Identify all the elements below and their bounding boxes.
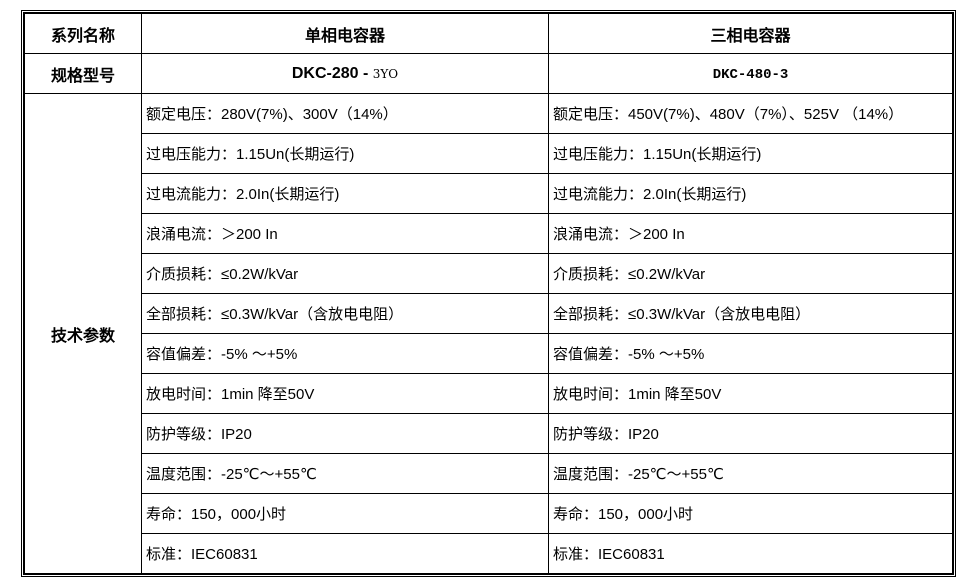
single-phase-param: 容值偏差：-5% ～+5% xyxy=(141,333,549,374)
single-phase-param: 浪涌电流：＞200 In xyxy=(141,213,549,254)
three-model-text: DKC-480-3 xyxy=(712,66,789,83)
single-phase-param: 过电压能力：1.15Un(长期运行) xyxy=(141,133,549,174)
tech-param-row: 过电流能力：2.0In(长期运行) 过电流能力：2.0In(长期运行) xyxy=(25,173,953,214)
single-phase-param: 额定电压：280V(7%)、300V（14%） xyxy=(141,93,549,134)
series-label: 系列名称 xyxy=(24,13,142,54)
three-phase-param: 浪涌电流：＞200 In xyxy=(548,213,953,254)
tech-param-row: 全部损耗：≤0.3W/kVar（含放电电阻） 全部损耗：≤0.3W/kVar（含放… xyxy=(25,293,953,334)
three-phase-param: 标准：IEC60831 xyxy=(548,533,953,574)
three-phase-param: 全部损耗：≤0.3W/kVar（含放电电阻） xyxy=(548,293,953,334)
single-phase-param: 介质损耗：≤0.2W/kVar xyxy=(141,253,549,294)
single-phase-param: 全部损耗：≤0.3W/kVar（含放电电阻） xyxy=(141,293,549,334)
three-phase-param: 过电压能力：1.15Un(长期运行) xyxy=(548,133,953,174)
tech-param-row: 标准：IEC60831 标准：IEC60831 xyxy=(25,533,953,574)
tech-param-row: 技术参数 额定电压：280V(7%)、300V（14%） 额定电压：450V(7%)… xyxy=(24,93,953,574)
capacitor-spec-table: 系列名称 单相电容器 三相电容器 规格型号 DKC-280 - 3YO DKC-… xyxy=(24,13,953,574)
single-phase-header: 单相电容器 xyxy=(141,13,549,54)
tech-param-row: 过电压能力：1.15Un(长期运行) 过电压能力：1.15Un(长期运行) xyxy=(25,133,953,174)
tech-param-row: 容值偏差：-5% ～+5% 容值偏差：-5% ～+5% xyxy=(25,333,953,374)
three-phase-param: 寿命：150，000小时 xyxy=(548,493,953,534)
tech-param-row: 放电时间：1min 降至50V 放电时间：1min 降至50V xyxy=(25,373,953,414)
tech-param-row: 温度范围：-25℃～+55℃ 温度范围：-25℃～+55℃ xyxy=(25,453,953,494)
single-phase-param: 温度范围：-25℃～+55℃ xyxy=(141,453,549,494)
spec-table-frame: 系列名称 单相电容器 三相电容器 规格型号 DKC-280 - 3YO DKC-… xyxy=(21,10,956,577)
three-phase-param: 过电流能力：2.0In(长期运行) xyxy=(548,173,953,214)
single-phase-param: 寿命：150，000小时 xyxy=(141,493,549,534)
tech-param-row: 寿命：150，000小时 寿命：150，000小时 xyxy=(25,493,953,534)
tech-params-label: 技术参数 xyxy=(24,93,142,574)
three-phase-param: 温度范围：-25℃～+55℃ xyxy=(548,453,953,494)
three-phase-param: 介质损耗：≤0.2W/kVar xyxy=(548,253,953,294)
single-model-suffix: 3YO xyxy=(372,66,399,81)
single-phase-param: 过电流能力：2.0In(长期运行) xyxy=(141,173,549,214)
three-phase-param: 放电时间：1min 降至50V xyxy=(548,373,953,414)
three-phase-param: 容值偏差：-5% ～+5% xyxy=(548,333,953,374)
three-phase-model: DKC-480-3 xyxy=(548,53,953,94)
model-row: 规格型号 DKC-280 - 3YO DKC-480-3 xyxy=(24,53,953,94)
single-phase-param: 防护等级：IP20 xyxy=(141,413,549,454)
header-row: 系列名称 单相电容器 三相电容器 xyxy=(24,13,953,54)
model-label: 规格型号 xyxy=(24,53,142,94)
three-phase-param: 额定电压：450V(7%)、480V（7%）、525V （14%） xyxy=(548,93,953,134)
three-phase-param: 防护等级：IP20 xyxy=(548,413,953,454)
single-phase-model: DKC-280 - 3YO xyxy=(141,53,549,94)
tech-param-row: 介质损耗：≤0.2W/kVar 介质损耗：≤0.2W/kVar xyxy=(25,253,953,294)
tech-param-row: 浪涌电流：＞200 In 浪涌电流：＞200 In xyxy=(25,213,953,254)
single-phase-param: 放电时间：1min 降至50V xyxy=(141,373,549,414)
three-phase-header: 三相电容器 xyxy=(548,13,953,54)
tech-param-row: 防护等级：IP20 防护等级：IP20 xyxy=(25,413,953,454)
single-phase-param: 标准：IEC60831 xyxy=(141,533,549,574)
single-model-prefix: DKC-280 - xyxy=(291,64,373,82)
